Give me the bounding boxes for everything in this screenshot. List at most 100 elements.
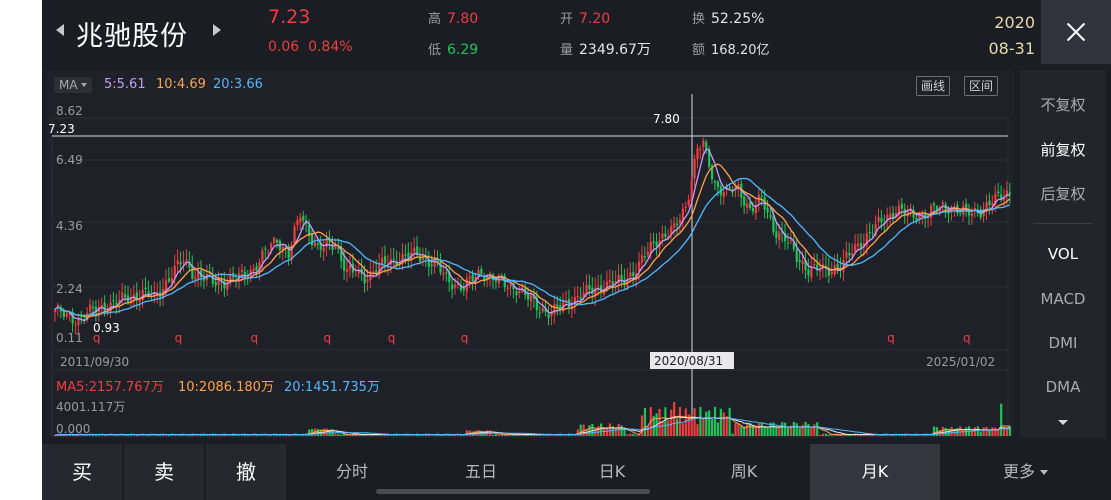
candle-body bbox=[994, 193, 997, 205]
candle-body bbox=[632, 272, 635, 276]
price-change-value: 0.06 bbox=[268, 39, 300, 55]
tab-intraday[interactable]: 分时 bbox=[335, 462, 368, 481]
candle-body bbox=[804, 259, 807, 271]
candle-body bbox=[197, 272, 200, 279]
volume-bar bbox=[410, 434, 413, 436]
volume-bar bbox=[959, 426, 962, 436]
ma20-line bbox=[54, 177, 1010, 317]
no-adjust-option[interactable]: 不复权 bbox=[1040, 96, 1086, 114]
tab-more[interactable]: 更多 bbox=[940, 444, 1111, 500]
volume-bar bbox=[751, 425, 755, 436]
candle-body bbox=[164, 280, 168, 291]
selected-date-monthday: 08-31 bbox=[988, 39, 1036, 58]
candle-body bbox=[585, 284, 588, 295]
volume-bars bbox=[54, 402, 1012, 436]
volume-bar bbox=[687, 414, 690, 436]
volume-bar bbox=[632, 433, 635, 436]
vol-ma5-line bbox=[54, 415, 1010, 436]
volume-bar bbox=[83, 434, 86, 436]
vol-ma10-legend: 10:2086.180万 bbox=[178, 380, 274, 395]
volume-bar bbox=[1000, 403, 1003, 436]
candle-body bbox=[737, 184, 740, 189]
volume-bar bbox=[935, 427, 939, 436]
volume-bar bbox=[880, 434, 883, 436]
candle-body bbox=[302, 215, 305, 221]
volume-bar bbox=[716, 422, 720, 436]
candle-body bbox=[935, 206, 939, 211]
candle-body bbox=[924, 212, 927, 219]
volume-bar bbox=[246, 434, 249, 436]
candle-body bbox=[874, 223, 877, 236]
volume-bar bbox=[340, 434, 343, 436]
x-start-label: 2011/09/30 bbox=[60, 355, 129, 369]
volume-bar bbox=[932, 426, 936, 436]
volume-bar bbox=[737, 423, 740, 436]
candle-body bbox=[547, 313, 550, 319]
candle-body bbox=[255, 266, 258, 271]
draw-line-button[interactable]: 画线 bbox=[916, 76, 951, 96]
volume-bar bbox=[728, 407, 731, 436]
candle-body bbox=[202, 279, 206, 281]
volume-bar bbox=[267, 434, 270, 436]
dividend-marker: q bbox=[93, 331, 101, 345]
volume-bar bbox=[532, 434, 536, 436]
volume-bar bbox=[941, 426, 944, 436]
candle-body bbox=[769, 214, 772, 218]
forward-adjust-option[interactable]: 前复权 bbox=[1040, 141, 1086, 159]
backward-adjust-option[interactable]: 后复权 bbox=[1040, 185, 1086, 203]
ma20-legend: 20:3.66 bbox=[213, 77, 263, 92]
volume-bar bbox=[684, 408, 687, 436]
volume-bar bbox=[65, 434, 68, 436]
cancel-order-button[interactable]: 撤 bbox=[206, 444, 286, 500]
candle-body bbox=[456, 283, 460, 285]
candle-body bbox=[655, 241, 658, 247]
vol-ma20-legend: 20:1451.735万 bbox=[284, 380, 380, 395]
indicator-dmi[interactable]: DMI bbox=[1048, 334, 1078, 352]
candle-body bbox=[208, 272, 211, 274]
close-button[interactable] bbox=[1041, 0, 1111, 64]
candle-body bbox=[766, 207, 769, 213]
candle-body bbox=[343, 258, 346, 271]
home-indicator bbox=[376, 489, 650, 494]
candle-body bbox=[80, 315, 83, 318]
indicator-vol[interactable]: VOL bbox=[1047, 245, 1079, 263]
candle-body bbox=[684, 206, 687, 208]
sell-button[interactable]: 卖 bbox=[124, 444, 204, 500]
volume-bar bbox=[661, 421, 664, 436]
candle-body bbox=[728, 186, 731, 189]
candle-body bbox=[270, 243, 273, 251]
indicator-macd[interactable]: MACD bbox=[1040, 290, 1086, 308]
ma-indicator-selector[interactable]: MA bbox=[54, 77, 92, 93]
candle-body bbox=[191, 265, 194, 279]
candle-body bbox=[74, 324, 77, 326]
kline-chart-panel[interactable]: MA 5:5.61 10:4.69 20:3.66 画线 区间 bbox=[46, 70, 1014, 438]
tab-five-day[interactable]: 五日 bbox=[464, 462, 497, 481]
kline-chart[interactable]: 8.62 6.49 4.36 2.24 0.11 7.23 7.80 0.93 … bbox=[46, 70, 1014, 438]
volume-bar bbox=[378, 434, 381, 436]
tab-monthly-k[interactable]: 月K bbox=[810, 444, 940, 500]
volume-bar bbox=[705, 411, 708, 436]
candle-body bbox=[293, 226, 296, 245]
candle-body bbox=[214, 281, 217, 286]
sidebar-more-icon[interactable] bbox=[1058, 420, 1068, 425]
volume-bar bbox=[401, 434, 404, 436]
tab-daily-k[interactable]: 日K bbox=[598, 462, 626, 481]
candle-body bbox=[71, 311, 74, 324]
volume-bar bbox=[521, 434, 524, 436]
candle-body bbox=[681, 208, 684, 223]
volume-bar bbox=[702, 417, 705, 436]
previous-stock-icon[interactable] bbox=[56, 24, 64, 36]
volume-bar bbox=[255, 434, 258, 436]
candle-body bbox=[687, 199, 690, 206]
candle-body bbox=[392, 258, 395, 260]
indicator-dma[interactable]: DMA bbox=[1045, 378, 1081, 396]
buy-button[interactable]: 买 bbox=[42, 444, 122, 500]
candle-body bbox=[792, 241, 795, 249]
range-button[interactable]: 区间 bbox=[964, 76, 999, 96]
candle-body bbox=[68, 314, 71, 316]
candle-body bbox=[454, 284, 457, 288]
candle-body bbox=[892, 212, 895, 219]
next-stock-icon[interactable] bbox=[213, 24, 221, 36]
tab-weekly-k[interactable]: 周K bbox=[730, 462, 758, 481]
candle-body bbox=[54, 309, 57, 313]
